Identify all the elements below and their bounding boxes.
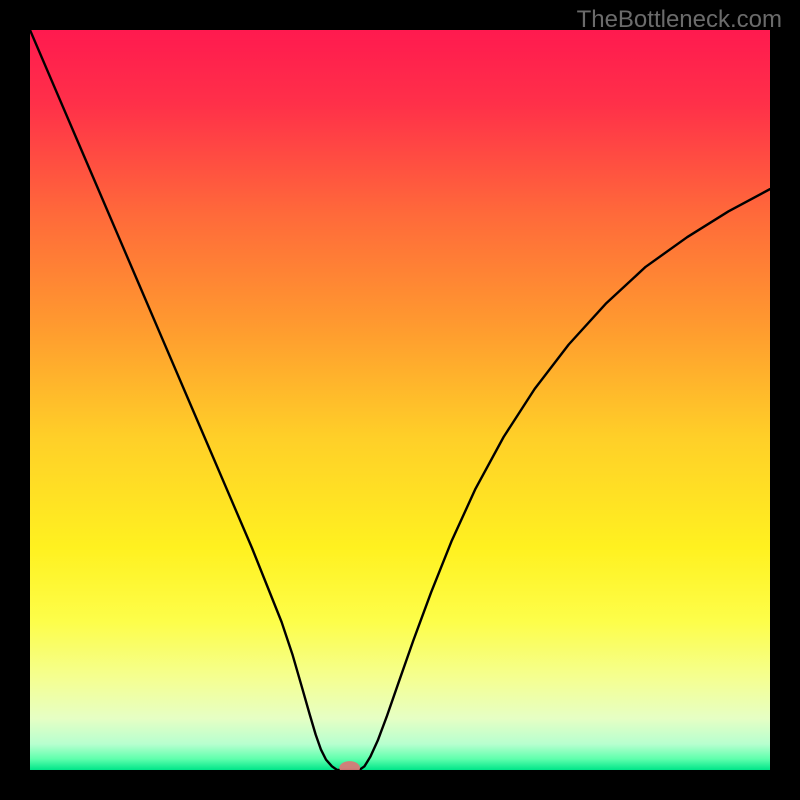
watermark-text: TheBottleneck.com xyxy=(577,6,782,34)
gradient-background xyxy=(30,30,770,770)
chart-frame: TheBottleneck.com xyxy=(0,0,800,800)
plot-area xyxy=(30,30,770,770)
chart-svg xyxy=(30,30,770,770)
